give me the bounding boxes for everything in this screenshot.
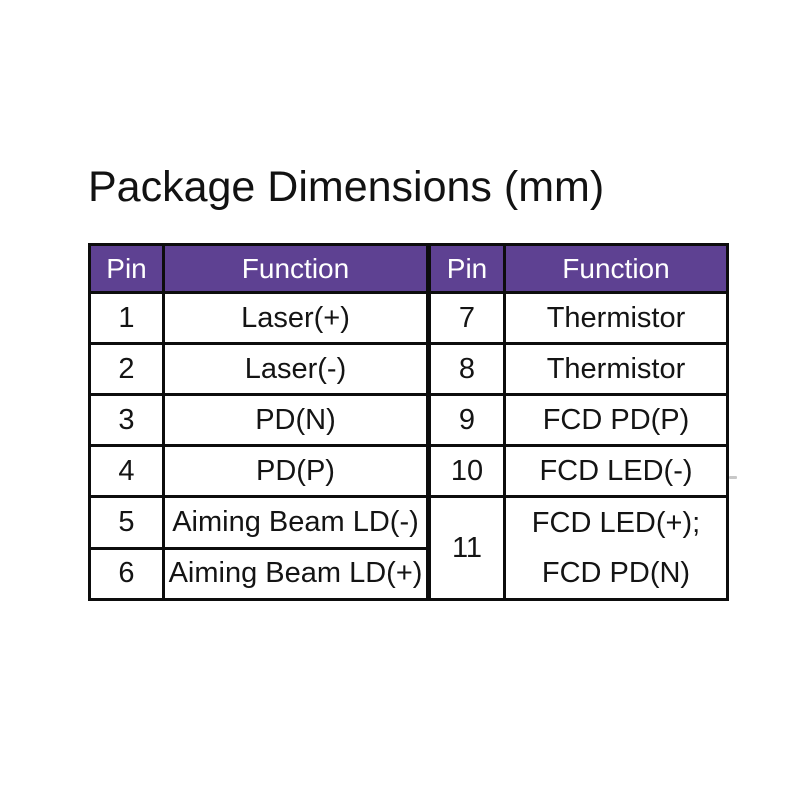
pin-cell: 9 [426,393,506,447]
function-cell: FCD PD(P) [503,393,729,447]
function-cell-merged: FCD LED(+); FCD PD(N) [503,495,729,601]
pin-cell: 5 [88,495,165,550]
function-line-1: FCD LED(+); [531,507,701,539]
pin-cell: 8 [426,342,506,396]
function-line-2: FCD PD(N) [541,557,691,589]
table-row: 5 Aiming Beam LD(-) 11 FCD LED(+); FCD P… [88,495,729,601]
function-cell: Aiming Beam LD(-) [162,495,430,550]
pin-cell: 7 [426,291,506,345]
function-cell: FCD LED(-) [503,444,729,498]
stray-mark-artifact [729,476,737,479]
table-row: 6 Aiming Beam LD(+) [88,546,728,601]
function-cell: Thermistor [503,342,729,396]
table-row: 1 Laser(+) 7 Thermistor [88,291,729,345]
function-cell: Laser(+) [162,291,430,345]
table-row: 3 PD(N) 9 FCD PD(P) [88,393,729,447]
page-title: Package Dimensions (mm) [88,163,605,211]
function-cell: PD(N) [162,393,430,447]
pin-cell: 1 [88,291,165,345]
pin-cell: 6 [88,546,165,601]
header-pin-right: Pin [426,243,506,294]
pin-cell-merged: 11 [426,495,506,601]
table-row: 2 Laser(-) 8 Thermistor [88,342,729,396]
header-function-left: Function [162,243,430,294]
function-cell: Thermistor [503,291,729,345]
table-header-row: Pin Function Pin Function [88,243,729,294]
function-cell: Aiming Beam LD(+) [162,546,430,601]
pin-cell: 3 [88,393,165,447]
pin-function-table: Pin Function Pin Function 1 Laser(+) 7 T… [88,243,729,601]
function-cell: Laser(-) [162,342,430,396]
table-row: 4 PD(P) 10 FCD LED(-) [88,444,729,498]
function-cell: PD(P) [162,444,430,498]
pin-cell: 2 [88,342,165,396]
pin-cell: 4 [88,444,165,498]
header-function-right: Function [503,243,729,294]
header-pin-left: Pin [88,243,165,294]
pin-cell: 10 [426,444,506,498]
